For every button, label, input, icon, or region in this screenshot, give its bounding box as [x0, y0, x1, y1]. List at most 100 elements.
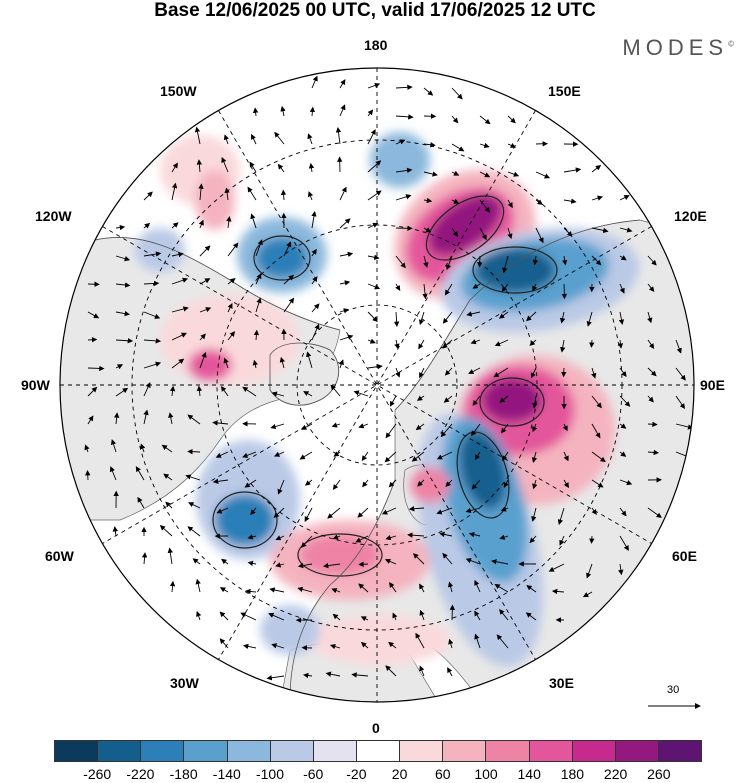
- wind-vector: [227, 242, 239, 257]
- copyright-mark: ©: [728, 39, 734, 49]
- wind-vector: [582, 591, 593, 598]
- wind-vector: [327, 507, 341, 519]
- wind-vector: [619, 479, 633, 486]
- wind-vector: [591, 227, 609, 234]
- colorbar-segment: [227, 741, 271, 761]
- wind-vector: [451, 198, 460, 204]
- wind-vector: [87, 415, 94, 425]
- wind-vector: [115, 364, 123, 370]
- wind-vector: [474, 579, 481, 593]
- wind-vector: [392, 612, 398, 621]
- wind-vector: [419, 583, 425, 593]
- wind-vector: [423, 142, 436, 148]
- east-siberia-positive-core: [428, 194, 502, 256]
- wind-vector: [325, 671, 341, 677]
- wind-vector: [647, 255, 657, 266]
- wind-vector: [277, 163, 285, 173]
- wind-vector: [465, 558, 481, 565]
- wind-vector: [562, 423, 568, 432]
- wind-vector: [447, 667, 453, 677]
- wind-vector: [619, 255, 627, 261]
- colorbar-segment: [400, 741, 444, 761]
- wind-vector: [196, 610, 202, 621]
- wind-vector: [507, 199, 513, 209]
- atlantic-negative: [260, 605, 320, 655]
- wind-vector: [192, 558, 201, 565]
- wind-vector: [269, 587, 285, 593]
- wind-vector: [442, 552, 453, 565]
- wind-vector: [305, 479, 313, 486]
- wind-vector: [619, 227, 633, 233]
- wind-vector: [329, 643, 341, 650]
- wind-vector: [423, 87, 434, 96]
- wind-vector: [502, 451, 509, 462]
- colorbar-segment: [55, 741, 99, 761]
- wind-vector: [591, 164, 602, 173]
- wind-vector: [283, 297, 295, 313]
- wind-vector: [395, 84, 413, 91]
- wind-vector: [143, 338, 162, 344]
- lon-label-120e: 120E: [674, 208, 707, 224]
- colorbar-tick-label: 60: [435, 766, 451, 782]
- wind-vector: [479, 227, 487, 241]
- wind-vector: [115, 338, 134, 344]
- wind-vector: [187, 448, 201, 455]
- wind-vector: [471, 479, 481, 490]
- wind-vector: [395, 167, 413, 174]
- wind-vector: [381, 507, 397, 515]
- wind-vector: [367, 254, 380, 260]
- wind-vector: [219, 638, 229, 649]
- wind-vector: [468, 532, 481, 538]
- colorbar-segment: [486, 741, 530, 761]
- european-russia-negative-core: [459, 430, 507, 510]
- colorbar-segment: [572, 741, 616, 761]
- wind-vector: [311, 248, 317, 257]
- wind-vector: [470, 339, 481, 345]
- wind-vector: [385, 423, 397, 439]
- colorbar-tick-label: -20: [346, 766, 367, 782]
- wind-vector: [500, 506, 509, 512]
- wind-vector: [591, 507, 597, 516]
- wind-vector: [85, 470, 91, 481]
- wind-vector: [563, 451, 569, 462]
- wind-vector: [471, 423, 481, 437]
- wind-vector: [198, 219, 204, 229]
- wind-vector: [447, 581, 454, 593]
- wind-vector: [275, 535, 285, 541]
- colorbar-tick-label: -100: [255, 766, 285, 782]
- wind-vectors: [84, 75, 694, 681]
- wind-vector: [268, 612, 285, 621]
- wind-vector: [332, 534, 341, 540]
- wind-vector: [331, 422, 341, 428]
- wind-vector: [223, 134, 229, 145]
- wind-vector: [448, 638, 454, 649]
- wind-vector: [395, 367, 401, 378]
- wind-vector: [353, 390, 369, 397]
- wind-vector: [109, 466, 117, 481]
- wind-vector: [367, 338, 376, 344]
- wind-vector: [280, 189, 287, 201]
- north-pacific-negative: [135, 228, 185, 272]
- gulf-alaska-positive: [195, 170, 235, 230]
- colorbar-segment: [98, 741, 142, 761]
- colorbar-ticks: -260 -220 -180 -140 -100 -60 -20 20 60 100 140 180 2…: [54, 766, 702, 783]
- wind-vector: [221, 156, 229, 173]
- wind-vector: [562, 255, 568, 266]
- wind-vector: [618, 563, 624, 576]
- wind-vector: [389, 582, 397, 593]
- wind-vector: [361, 451, 369, 462]
- wind-vector: [250, 507, 257, 516]
- wind-vector: [619, 395, 631, 407]
- map-title: Base 12/06/2025 00 UTC, valid 17/06/2025…: [154, 0, 596, 21]
- wind-vector: [250, 213, 257, 229]
- lon-label-180: 180: [364, 37, 388, 53]
- wind-vector: [474, 610, 481, 621]
- wind-vector: [227, 302, 233, 313]
- wind-vector: [561, 367, 567, 378]
- wind-vector: [647, 395, 654, 403]
- wind-vector: [551, 588, 565, 595]
- wind-vector: [339, 334, 354, 341]
- wind-vector: [221, 558, 229, 565]
- wind-vector: [619, 367, 627, 378]
- wind-vector: [245, 588, 257, 595]
